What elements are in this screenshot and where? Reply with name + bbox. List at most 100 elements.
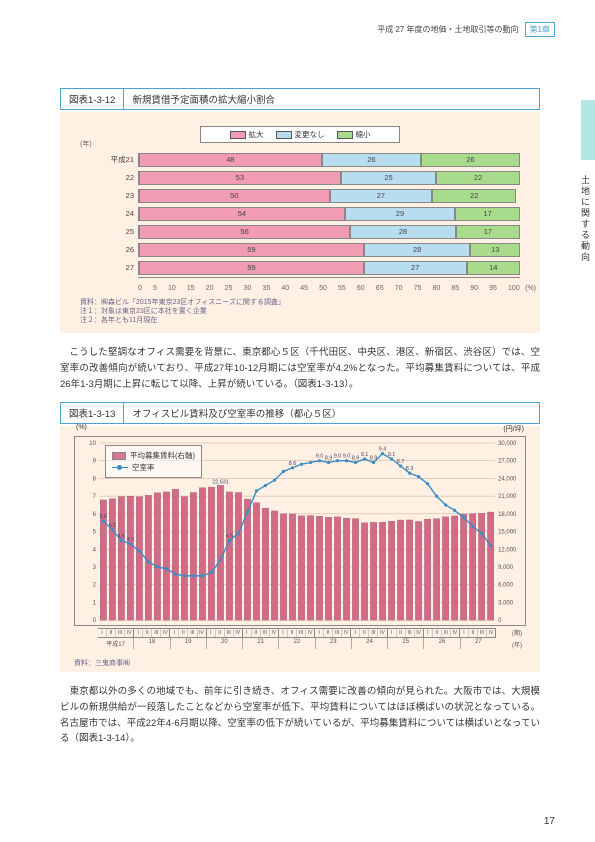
svg-text:5.1: 5.1 xyxy=(109,523,117,529)
quarter-tick: II xyxy=(143,629,152,637)
svg-text:30,000: 30,000 xyxy=(498,441,517,447)
x-unit-year: (年) xyxy=(512,640,522,649)
quarter-tick: II xyxy=(360,629,369,637)
quarter-tick: II xyxy=(397,629,406,637)
year-tick: 25 xyxy=(388,638,424,649)
quarter-tick: III xyxy=(188,629,197,637)
svg-text:2: 2 xyxy=(93,583,97,589)
x-tick: 75 xyxy=(414,285,422,292)
quarter-tick: II xyxy=(216,629,225,637)
svg-text:24,000: 24,000 xyxy=(498,477,517,483)
svg-text:9,000: 9,000 xyxy=(498,565,514,571)
bar-segment: 13 xyxy=(470,243,520,257)
bar-segment: 53 xyxy=(139,171,341,185)
svg-text:5.6: 5.6 xyxy=(100,514,108,520)
year-tick: 22 xyxy=(279,638,315,649)
x-tick: 0 xyxy=(138,285,142,292)
bar-segment: 14 xyxy=(467,261,520,275)
bar-segment: 22 xyxy=(432,189,516,203)
x-tick: 35 xyxy=(262,285,270,292)
x-tick: 50 xyxy=(319,285,327,292)
bar-row-label: 25 xyxy=(110,227,138,236)
quarter-tick: IV xyxy=(306,629,315,637)
svg-text:8: 8 xyxy=(93,477,97,483)
quarter-tick: III xyxy=(333,629,342,637)
svg-text:9.4: 9.4 xyxy=(379,447,387,453)
quarter-tick: IV xyxy=(234,629,243,637)
x-tick: 95 xyxy=(489,285,497,292)
bar-segment: 27 xyxy=(364,261,467,275)
bar-segment: 26 xyxy=(322,153,421,167)
legend-swatch-rent xyxy=(112,452,126,460)
quarter-tick: II xyxy=(107,629,116,637)
page-number: 17 xyxy=(544,816,555,827)
quarter-tick: III xyxy=(116,629,125,637)
svg-text:4.5: 4.5 xyxy=(118,534,126,540)
quarter-tick: II xyxy=(252,629,261,637)
quarter-tick: IV xyxy=(161,629,170,637)
quarter-tick: III xyxy=(406,629,415,637)
x-tick: 15 xyxy=(187,285,195,292)
bar-segment: 17 xyxy=(455,207,520,221)
svg-text:8.9: 8.9 xyxy=(352,456,360,462)
x-tick: 90 xyxy=(470,285,478,292)
bar-segment: 59 xyxy=(139,261,364,275)
year-tick: 24 xyxy=(352,638,388,649)
quarter-tick: III xyxy=(297,629,306,637)
bar-track: 482626 xyxy=(138,153,520,167)
bar-segment: 26 xyxy=(421,153,520,167)
bar-segment: 28 xyxy=(350,225,456,239)
quarter-tick: I xyxy=(279,629,288,637)
x-tick: 25 xyxy=(225,285,233,292)
chart-1-note-1: 資料：㈱森ビル「2015年東京23区オフィスニーズに関する調査」 xyxy=(80,298,520,307)
chart-2-note: 資料：三鬼商事㈱ xyxy=(74,658,526,668)
svg-text:22,631: 22,631 xyxy=(212,480,229,486)
year-tick: 18 xyxy=(134,638,170,649)
bar-track: 502722 xyxy=(138,189,520,203)
x-tick: 40 xyxy=(281,285,289,292)
quarter-tick: II xyxy=(179,629,188,637)
chart-1-x-unit: (%) xyxy=(525,285,536,292)
bar-row: 23502722 xyxy=(110,187,520,204)
quarter-tick: I xyxy=(388,629,397,637)
quarter-tick: III xyxy=(152,629,161,637)
bar-row-label: 27 xyxy=(110,263,138,272)
x-tick: 85 xyxy=(451,285,459,292)
svg-text:21,000: 21,000 xyxy=(498,494,517,500)
figure-2-title: オフィスビル賃料及び空室率の推移（都心５区） xyxy=(124,403,349,423)
bar-segment: 56 xyxy=(139,225,350,239)
bar-row: 平成21482626 xyxy=(110,151,520,168)
bar-segment: 25 xyxy=(341,171,436,185)
quarter-tick: III xyxy=(478,629,487,637)
quarter-tick: III xyxy=(442,629,451,637)
figure-1-number: 図表1-3-12 xyxy=(61,89,124,109)
header-section: 平成 27 年度の地価・土地取引等の動向 xyxy=(377,24,518,35)
year-tick: 20 xyxy=(207,638,243,649)
legend-label-shrink: 縮小 xyxy=(356,129,371,140)
x-tick: 70 xyxy=(395,285,403,292)
bar-segment: 54 xyxy=(139,207,345,221)
legend-label-expand: 拡大 xyxy=(249,129,264,140)
year-tick: 26 xyxy=(424,638,460,649)
svg-text:1: 1 xyxy=(93,601,97,607)
quarter-tick: I xyxy=(207,629,216,637)
bar-row: 26592813 xyxy=(110,241,520,258)
bar-segment: 22 xyxy=(436,171,520,185)
chart-1: 拡大 変更なし 縮小 (年) 平成21482626225325222350272… xyxy=(60,112,540,333)
year-tick: 23 xyxy=(316,638,352,649)
legend-swatch-same xyxy=(276,131,292,139)
bar-row: 24542917 xyxy=(110,205,520,222)
svg-text:9.0: 9.0 xyxy=(316,454,324,460)
x-tick: 55 xyxy=(338,285,346,292)
quarter-tick: IV xyxy=(198,629,207,637)
quarter-tick: III xyxy=(261,629,270,637)
quarter-tick: II xyxy=(324,629,333,637)
x-tick: 60 xyxy=(357,285,365,292)
svg-text:3,000: 3,000 xyxy=(498,601,514,607)
year-tick: 27 xyxy=(461,638,496,649)
svg-text:9.0: 9.0 xyxy=(334,454,342,460)
svg-text:15,000: 15,000 xyxy=(498,530,517,536)
quarter-tick: IV xyxy=(342,629,351,637)
paragraph-2: 東京都以外の多くの地域でも、前年に引き続き、オフィス需要に改善の傾向が見られた。… xyxy=(60,684,540,747)
bar-row-label: 22 xyxy=(110,173,138,182)
